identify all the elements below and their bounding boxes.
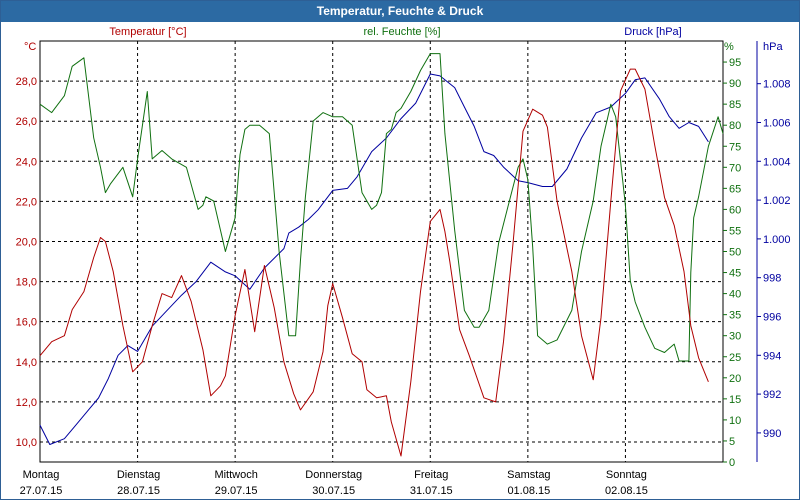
humidity-tick-label: 65 (729, 183, 741, 195)
temperature-unit: °C (24, 41, 36, 53)
pressure-tick-label: 1.008 (763, 79, 791, 91)
axis-ticks: Montag 27.07.15 Dienstag 28.07.15 Mittwoch 29… (16, 57, 791, 497)
date-label: 29.07.15 (215, 485, 258, 497)
pressure-tick-label: 990 (763, 428, 781, 440)
humidity-tick-label: 70 (729, 162, 741, 174)
humidity-tick-label: 85 (729, 99, 741, 111)
date-label: 27.07.15 (20, 485, 63, 497)
temp-tick-label: 14,0 (16, 357, 37, 369)
humidity-tick-label: 55 (729, 225, 741, 237)
temp-tick-label: 20,0 (16, 236, 37, 248)
day-label: Freitag (414, 469, 448, 481)
date-label: 02.08.15 (605, 485, 648, 497)
pressure-tick-label: 994 (763, 350, 781, 362)
plot-area (39, 40, 724, 463)
day-label: Donnerstag (305, 469, 362, 481)
humidity-tick-label: 10 (729, 415, 741, 427)
temp-tick-label: 18,0 (16, 277, 37, 289)
humidity-tick-label: 15 (729, 394, 741, 406)
humidity-unit: % (724, 41, 734, 53)
day-label: Mittwoch (214, 469, 257, 481)
humidity-tick-label: 95 (729, 57, 741, 69)
pressure-tick-label: 992 (763, 389, 781, 401)
pressure-tick-label: 1.006 (763, 117, 791, 129)
pressure-axis-title: Druck [hPa] (624, 26, 681, 38)
pressure-tick-label: 1.002 (763, 195, 791, 207)
pressure-tick-label: 996 (763, 311, 781, 323)
gridlines (40, 41, 723, 462)
humidity-tick-label: 20 (729, 373, 741, 385)
humidity-series-line (39, 53, 724, 362)
date-label: 01.08.15 (507, 485, 550, 497)
day-label: Sonntag (606, 469, 647, 481)
temp-tick-label: 28,0 (16, 76, 37, 88)
humidity-tick-label: 60 (729, 204, 741, 216)
temp-tick-label: 16,0 (16, 317, 37, 329)
humidity-tick-label: 25 (729, 352, 741, 364)
pressure-tick-label: 1.004 (763, 156, 791, 168)
temp-tick-label: 22,0 (16, 196, 37, 208)
humidity-tick-label: 75 (729, 141, 741, 153)
humidity-tick-label: 40 (729, 289, 741, 301)
humidity-tick-label: 30 (729, 331, 741, 343)
humidity-tick-label: 0 (729, 457, 735, 469)
humidity-tick-label: 90 (729, 78, 741, 90)
temperature-series-line (39, 68, 709, 457)
date-label: 31.07.15 (410, 485, 453, 497)
humidity-tick-label: 35 (729, 310, 741, 322)
temp-tick-label: 12,0 (16, 397, 37, 409)
humidity-tick-label: 80 (729, 120, 741, 132)
date-label: 30.07.15 (312, 485, 355, 497)
series-lines (39, 53, 724, 457)
temp-tick-label: 10,0 (16, 437, 37, 449)
pressure-unit: hPa (763, 41, 783, 53)
temp-tick-label: 24,0 (16, 156, 37, 168)
humidity-tick-label: 45 (729, 268, 741, 280)
pressure-tick-label: 998 (763, 273, 781, 285)
humidity-tick-label: 50 (729, 247, 741, 259)
day-label: Montag (23, 469, 60, 481)
day-label: Samstag (507, 469, 550, 481)
date-label: 28.07.15 (117, 485, 160, 497)
humidity-axis-title: rel. Feuchte [%] (363, 26, 440, 38)
humidity-tick-label: 5 (729, 436, 735, 448)
window-title: Temperatur, Feuchte & Druck (1, 1, 799, 22)
temperature-axis-title: Temperatur [°C] (109, 26, 186, 38)
pressure-series-line (39, 73, 709, 445)
day-label: Dienstag (117, 469, 160, 481)
pressure-tick-label: 1.000 (763, 234, 791, 246)
temp-tick-label: 26,0 (16, 116, 37, 128)
